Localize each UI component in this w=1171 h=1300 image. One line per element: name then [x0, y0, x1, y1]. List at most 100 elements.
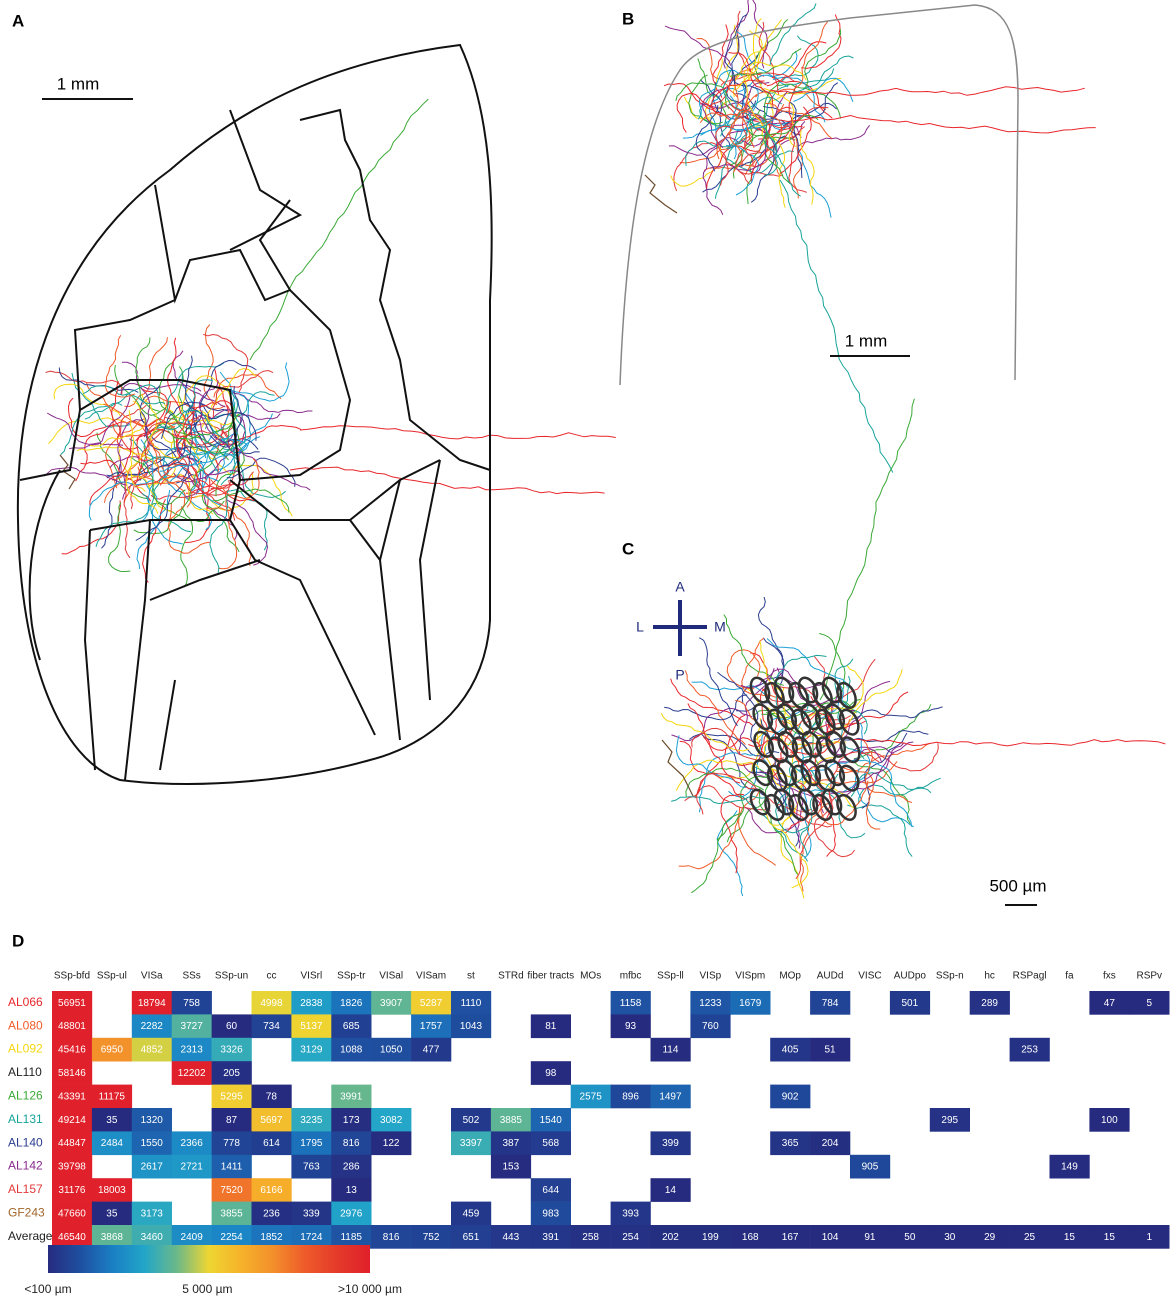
neurite	[176, 400, 233, 451]
column-header: fiber tracts	[527, 971, 574, 982]
neurite	[685, 767, 765, 797]
neurite	[701, 87, 727, 149]
heatmap-cell	[251, 1225, 292, 1249]
column-header: SSs	[182, 971, 200, 982]
barrels	[749, 676, 861, 821]
cell-value: 2484	[101, 1138, 124, 1149]
heatmap-cell	[52, 1225, 93, 1249]
neurite	[788, 55, 854, 94]
cell-value: 18794	[138, 998, 166, 1009]
heatmap-cell	[211, 1108, 252, 1132]
neurite	[117, 419, 146, 491]
neurite	[177, 395, 201, 478]
column-header: MOp	[779, 971, 801, 982]
neurite	[108, 502, 131, 573]
column-header: RSPagl	[1013, 971, 1047, 982]
neurite	[75, 421, 127, 482]
cell-value: 3868	[101, 1232, 124, 1243]
neurite	[836, 770, 881, 830]
cell-value: 339	[303, 1208, 320, 1219]
neurite	[172, 463, 236, 521]
neurite	[747, 61, 807, 81]
neurite	[201, 367, 257, 428]
row-label: Average	[8, 1229, 53, 1243]
heatmap-cell	[211, 1014, 252, 1039]
compass-label: M	[714, 619, 726, 635]
neurite	[724, 13, 748, 85]
neuron-tracings	[43, 0, 1166, 899]
neurite	[173, 469, 245, 491]
heatmap-cell	[770, 1131, 811, 1156]
cell-value: 3173	[141, 1208, 164, 1219]
neurite	[769, 134, 786, 208]
neurite	[734, 43, 767, 108]
neurite	[719, 144, 784, 177]
cell-value: 816	[383, 1232, 400, 1243]
heatmap-cell	[91, 1037, 133, 1062]
neurite	[819, 398, 915, 701]
cell-value: 2617	[141, 1162, 164, 1173]
heatmap-cell	[730, 991, 771, 1015]
cell-value: 1757	[420, 1021, 443, 1032]
cell-value: 254	[622, 1232, 639, 1243]
cell-value: 100	[1101, 1115, 1118, 1126]
neurite	[728, 52, 774, 108]
column-header: hc	[984, 971, 995, 982]
cell-value: 93	[625, 1021, 637, 1032]
neurite	[820, 780, 869, 826]
neurite	[195, 436, 261, 496]
column-header: SSp-tr	[337, 971, 366, 982]
column-header: VISa	[141, 971, 163, 982]
neurite	[664, 694, 748, 721]
neurite	[105, 418, 145, 489]
neurite	[699, 637, 738, 727]
column-header: mfbc	[620, 971, 642, 982]
cell-value: 1679	[739, 998, 762, 1009]
panel-label: B	[622, 9, 634, 28]
colorbar-label: <100 µm	[24, 1282, 71, 1296]
cell-value: 896	[622, 1091, 639, 1102]
neurite	[668, 137, 740, 156]
neurite	[699, 79, 731, 148]
neurite	[249, 98, 429, 361]
cell-value: 3082	[380, 1115, 403, 1126]
cell-value: 3855	[220, 1208, 243, 1219]
cell-value: 98	[545, 1068, 557, 1079]
column-header: VISpm	[735, 971, 765, 982]
neurite	[737, 793, 808, 862]
heatmap-cell	[1009, 1037, 1050, 1062]
neurite	[128, 410, 146, 492]
neurite	[779, 179, 894, 473]
neurite	[695, 105, 719, 172]
compass	[653, 600, 707, 656]
cell-value: 168	[742, 1232, 759, 1243]
heatmap-cell	[451, 1131, 492, 1156]
neurite	[103, 403, 179, 437]
cell-value: 49214	[58, 1115, 86, 1126]
heatmap-cell	[291, 1201, 332, 1226]
neurite	[741, 80, 789, 131]
column-header: fa	[1065, 971, 1074, 982]
heatmap-cell	[251, 1084, 292, 1109]
neurite	[114, 364, 171, 416]
neurite	[691, 812, 742, 894]
neurite	[141, 393, 180, 459]
row-label: AL126	[8, 1088, 43, 1102]
neurite	[230, 389, 313, 414]
heatmap-cell	[331, 991, 372, 1015]
cell-value: 48801	[58, 1021, 86, 1032]
cell-value: 56951	[58, 998, 86, 1009]
heatmap-cell	[171, 1014, 212, 1039]
neurite	[709, 140, 768, 172]
cell-value: 443	[503, 1232, 520, 1243]
barrel	[838, 764, 860, 792]
colorbar	[48, 1245, 370, 1273]
cell-value: 5	[1146, 998, 1152, 1009]
cell-value: 13	[346, 1185, 358, 1196]
cell-value: 295	[941, 1115, 958, 1126]
heatmap-cell	[969, 1225, 1010, 1249]
cell-value: 2976	[340, 1208, 363, 1219]
cell-value: 286	[343, 1162, 360, 1173]
neurite	[215, 423, 245, 497]
cell-value: 258	[582, 1232, 599, 1243]
